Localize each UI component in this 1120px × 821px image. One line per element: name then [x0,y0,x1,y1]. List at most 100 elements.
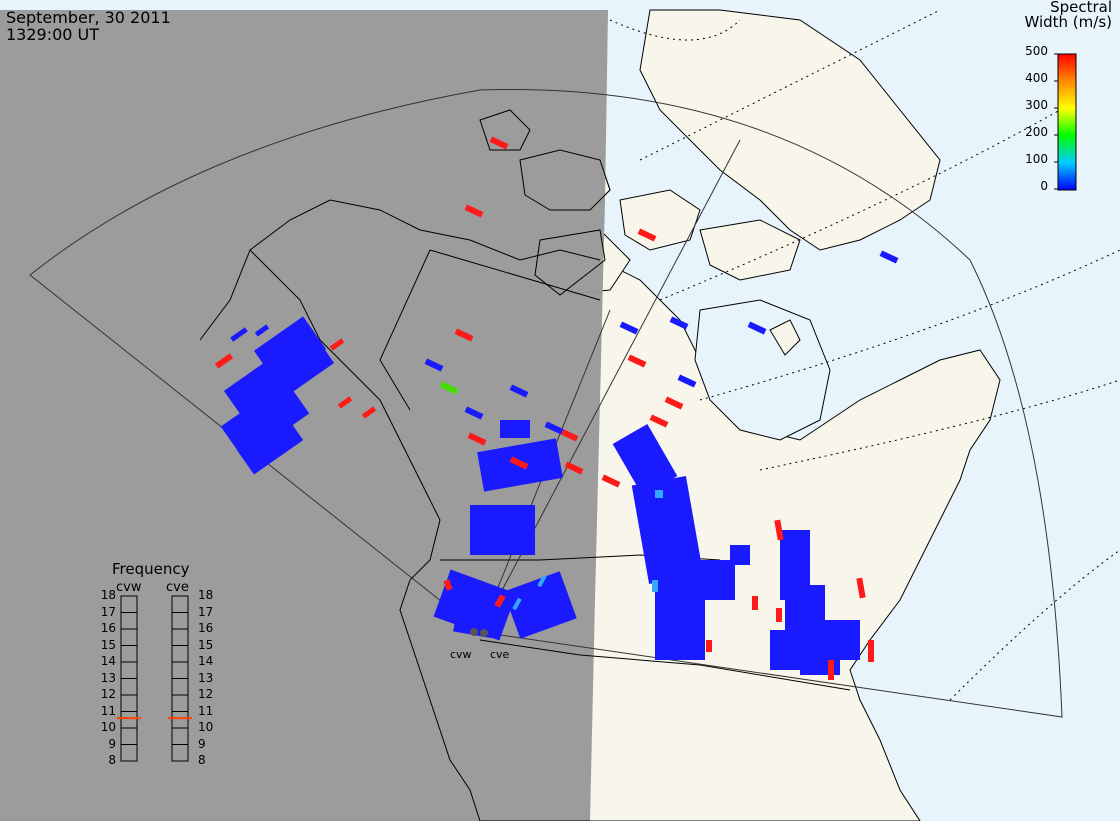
frequency-tick-label: 18 [198,588,214,602]
scatter-cell [337,396,353,409]
frequency-panel [117,595,192,762]
radar-site-cve [480,629,488,637]
scatter-cell [652,580,658,592]
scatter-cell [236,415,304,475]
scatter-cell [509,456,529,470]
frequency-tick-label: 8 [198,753,206,767]
frequency-tick-label: 16 [100,621,116,635]
frequency-tick-label: 14 [100,654,116,668]
scatter-cell [669,316,689,330]
scatter-cell [494,594,506,608]
scatter-cell [856,577,866,599]
colorbar-title-line2: Width (m/s) [1024,13,1112,31]
colorbar-tick-300: 300 [1025,98,1048,112]
colorbar [1057,53,1077,191]
scatter-cell [500,420,530,438]
scatter-cell [705,560,735,600]
scatter-cell [752,596,758,610]
scatter-cell [503,571,577,639]
scatter-cell [612,424,678,496]
scatter-cell [631,475,704,585]
scatter-cell [489,136,509,150]
scatter-cell [664,396,684,410]
colorbar-tick-200: 200 [1025,125,1048,139]
latitude-grid [609,9,1120,701]
scatter-cell [637,228,657,242]
frequency-title: Frequency [112,560,190,578]
scatter-cell [619,321,639,335]
scatter-cell [559,428,579,442]
frequency-tick-label: 15 [198,637,214,652]
scatter-cell [509,384,529,398]
scatter-cell [730,545,750,565]
scatter-cell [828,660,834,680]
scatter-cell [544,421,564,435]
scatter-cell [776,608,782,622]
site-label-cve: cve [490,648,510,661]
frequency-tick-label: 8 [108,753,116,767]
frequency-tick-label: 16 [198,621,214,635]
scatter-cell [253,316,327,384]
southampton-island [769,319,801,356]
scatter-cell [537,574,547,588]
scatter-cell [329,338,345,351]
scatter-cell [601,474,621,488]
scatter-cell [627,354,647,368]
scatter-cell [467,432,487,446]
scatter-cell [810,620,860,660]
scatter-cell [230,327,248,342]
scatter-cell [424,358,444,372]
frequency-tick-label: 13 [198,670,214,685]
radar-site-cvw [470,628,478,636]
frequency-tick-label: 15 [100,637,116,652]
scatter-cell [439,381,459,395]
scatter-cell [706,640,712,652]
time-label: 1329:00 UT [6,25,100,44]
colorbar-tick-0: 0 [1040,179,1048,193]
scatter-cell [443,579,453,591]
frequency-tick-label: 11 [100,703,116,718]
colorbar-tick-500: 500 [1025,44,1048,58]
colorbar-title: Spectral Width (m/s) [1002,0,1112,30]
scatter-cell [254,324,270,337]
frequency-tick-label: 11 [198,703,214,718]
scatter-cell [454,328,474,342]
colorbar-tick-400: 400 [1025,71,1048,85]
scatter-cell [564,461,584,475]
frequency-tick-label: 12 [100,687,116,701]
scatter-cell [677,374,697,388]
colorbar-tick-100: 100 [1025,152,1048,166]
scatter-cell [868,640,874,662]
scatter-cell [879,250,899,264]
frequency-tick-label: 9 [108,736,116,751]
frequency-tick-label: 17 [100,604,116,619]
scatter-cell [361,406,377,419]
coastlines-night [199,109,611,821]
frequency-tick-label: 14 [198,654,214,668]
frequency-radar-cve: cve [166,580,189,595]
scatter-cell [214,353,234,369]
frequency-tick-label: 10 [100,720,116,734]
scatter-cell [655,490,663,498]
scatter-cell [655,560,705,660]
scatter-cell [470,505,535,555]
frequency-tick-label: 10 [198,720,214,734]
scatter-cell [433,569,517,641]
frequency-tick-label: 12 [198,687,214,701]
scatter-cell [747,321,767,335]
frequency-tick-label: 17 [198,604,214,619]
backscatter-cells [214,136,899,680]
frequency-tick-label: 13 [100,670,116,685]
colorbar-title-line1: Spectral [1050,0,1112,16]
scatter-cell [464,406,484,420]
colorbar-ticks [1054,53,1058,190]
frequency-radar-cvw: cvw [116,580,142,595]
scatter-cell [220,380,310,460]
site-label-cvw: cvw [450,648,472,661]
scatter-cell [275,338,335,392]
date-label: September, 30 2011 [6,8,171,27]
scatter-cell [774,519,784,541]
scatter-cell [464,204,484,218]
scatter-cell [649,414,669,428]
